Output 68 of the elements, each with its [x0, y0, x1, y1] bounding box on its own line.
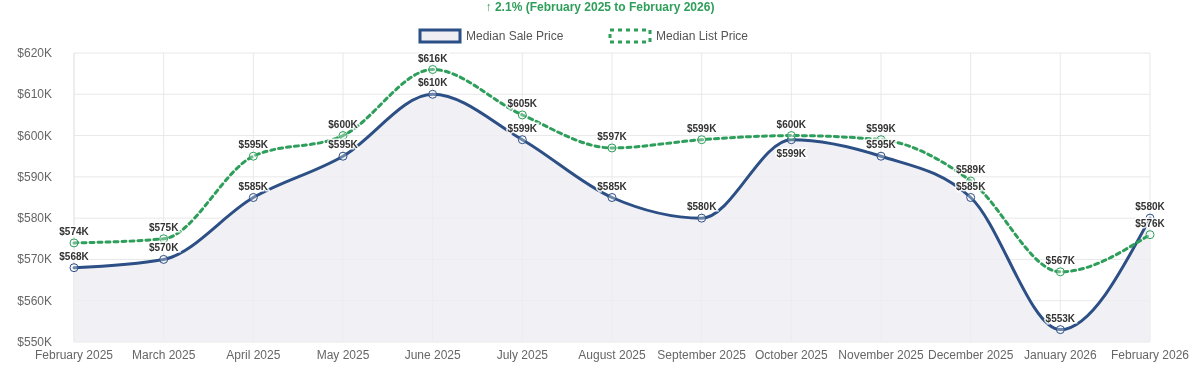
point [1055, 267, 1065, 277]
data-label: $567K [1045, 254, 1076, 266]
y-tick-label: $550K [17, 335, 52, 349]
data-label: $599K [776, 147, 807, 159]
data-label: $575K [148, 221, 180, 233]
x-tick-label: May 2025 [316, 348, 370, 362]
x-tick-label: January 2026 [1023, 348, 1098, 362]
legend-label: Median List Price [656, 29, 749, 43]
data-label: $553K [1045, 312, 1076, 324]
y-tick-label: $580K [17, 211, 52, 226]
point [607, 193, 617, 202]
point [338, 151, 348, 161]
point [69, 238, 79, 248]
point [1145, 230, 1155, 240]
data-label: $585K [597, 180, 628, 192]
point [1055, 325, 1065, 335]
point [966, 193, 976, 202]
data-label: $599K [686, 122, 718, 134]
y-tick-label: $620K [17, 46, 52, 60]
data-label: $580K [686, 201, 718, 213]
y-tick-label: $560K [17, 293, 52, 308]
legend-label: Median Sale Price [466, 29, 564, 43]
x-tick-label: April 2025 [226, 348, 281, 362]
x-tick-label: December 2025 [927, 348, 1014, 362]
data-label: $599K [866, 122, 897, 134]
point [607, 143, 617, 153]
chart-title: ↑ 2.1% (February 2025 to February 2026) [485, 0, 715, 14]
data-label: $605K [507, 97, 538, 109]
y-tick-label: $610K [17, 87, 52, 102]
x-tick-label: September 2025 [657, 348, 747, 362]
data-label: $580K [1135, 201, 1166, 213]
y-tick-label: $600K [17, 128, 52, 143]
x-tick-label: June 2025 [404, 348, 462, 362]
data-label: $600K [328, 118, 359, 130]
point [697, 213, 707, 223]
data-label: $585K [238, 180, 269, 192]
point [428, 89, 438, 99]
x-tick-label: February 2026 [1110, 348, 1190, 362]
data-label: $599K [507, 122, 538, 134]
y-tick-label: $590K [17, 169, 52, 184]
data-label: $574K [59, 225, 90, 237]
data-label: $595K [866, 139, 897, 151]
data-label: $595K [238, 139, 269, 151]
point [69, 263, 79, 273]
data-label: $568K [59, 250, 90, 262]
x-tick-label: March 2025 [131, 348, 196, 362]
point [428, 65, 438, 75]
data-label: $570K [148, 242, 180, 254]
point [159, 254, 169, 264]
point [697, 135, 707, 145]
data-label: $597K [597, 130, 628, 142]
point [517, 110, 527, 120]
data-label: $595K [328, 139, 359, 151]
point [876, 151, 886, 161]
y-tick-label: $570K [17, 252, 52, 267]
point [517, 135, 527, 145]
data-label: $600K [776, 118, 807, 130]
data-label: $610K [417, 77, 449, 89]
data-label: $616K [417, 52, 449, 64]
x-tick-label: October 2025 [754, 348, 829, 362]
x-tick-label: August 2025 [578, 348, 647, 362]
x-tick-label: February 2025 [34, 348, 114, 362]
data-label: $589K [955, 163, 987, 175]
point [248, 151, 258, 161]
x-tick-label: November 2025 [838, 348, 925, 362]
x-tick-label: July 2025 [496, 348, 549, 362]
point [248, 193, 258, 202]
point [786, 131, 796, 141]
